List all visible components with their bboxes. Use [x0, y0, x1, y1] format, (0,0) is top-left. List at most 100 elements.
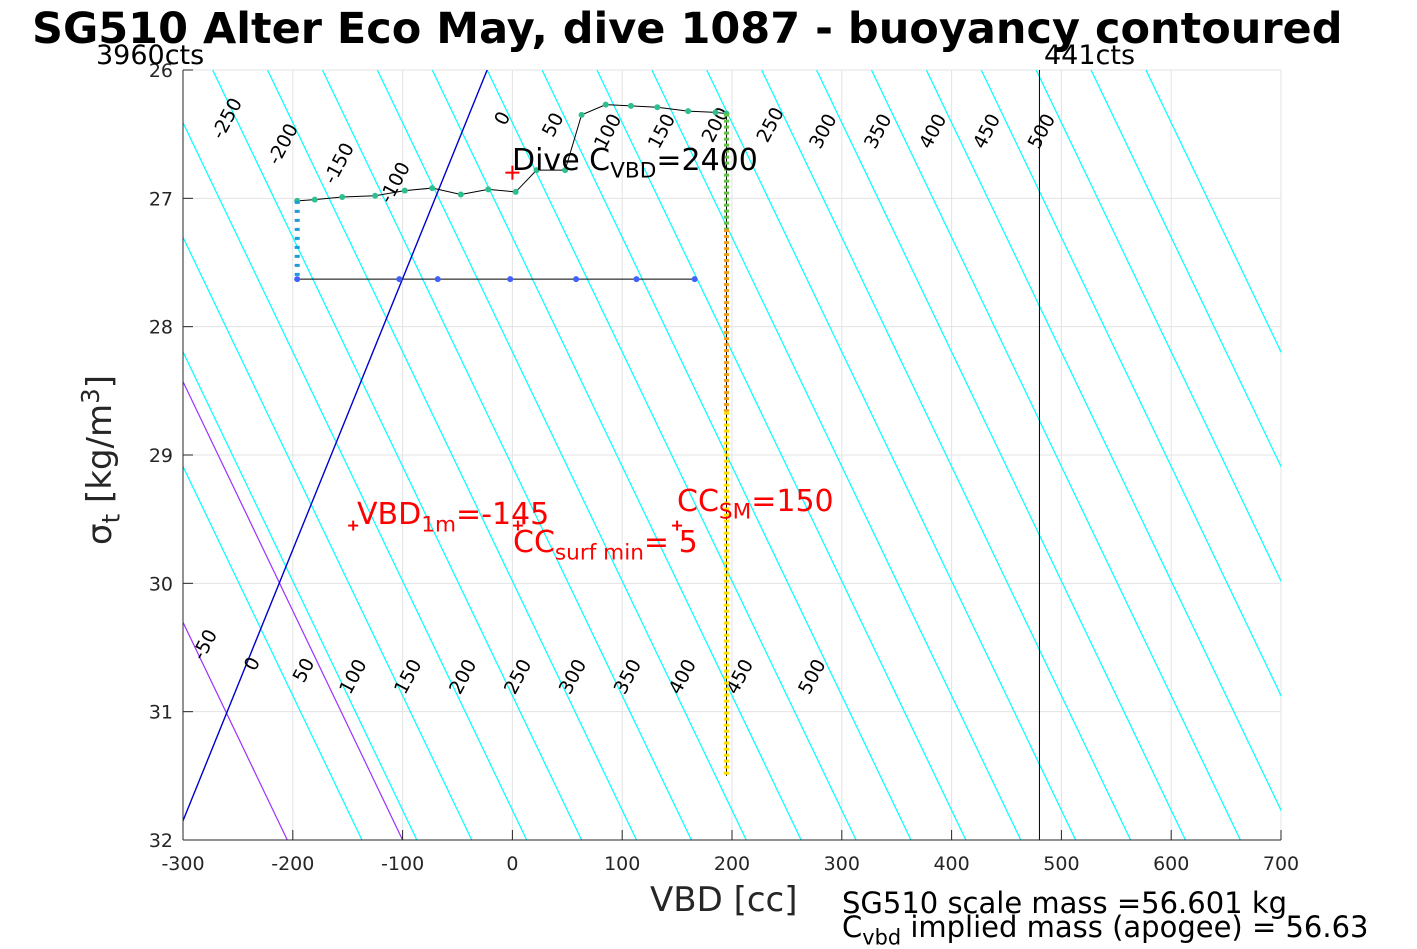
contour-line [183, 350, 418, 840]
x-tick-label: 600 [1153, 853, 1189, 875]
contour-label: -100 [375, 158, 415, 206]
contour-line [431, 70, 802, 840]
x-tick-label: 700 [1263, 853, 1299, 875]
bottom-point [633, 276, 640, 283]
contour-line [1145, 70, 1281, 354]
bottom-point [507, 276, 514, 283]
y-tick-label: 28 [149, 317, 173, 339]
counts-right-label: 441cts [1044, 40, 1136, 71]
descent-profile-line [297, 104, 727, 202]
x-axis-label: VBD [cc] [650, 880, 798, 920]
descent-point [339, 194, 346, 201]
x-tick-label: -200 [271, 853, 314, 875]
contour-label: -200 [263, 120, 303, 168]
x-tick-label: 0 [506, 853, 518, 875]
descent-point [685, 108, 692, 115]
contour-label: 500 [1024, 110, 1060, 152]
descent-point [512, 188, 519, 195]
descent-point [562, 167, 569, 174]
chart-axes: -300 -200 -100 0 100 200 300 400 500 600 700262728… [149, 60, 1299, 875]
y-tick-label: 26 [149, 60, 173, 82]
descent-point [457, 191, 464, 198]
bottom-point [691, 276, 698, 283]
descent-point [627, 102, 634, 109]
descent-point [602, 101, 609, 108]
chart-title: SG510 Alter Eco May, dive 1087 - buoyanc… [32, 4, 1343, 54]
magenta-line [183, 380, 404, 840]
contour-label: -150 [319, 139, 359, 187]
x-tick-label: 500 [1043, 853, 1079, 875]
y-tick-label: 32 [149, 830, 173, 852]
x-tick-label: 300 [824, 853, 860, 875]
contour-line [870, 70, 1241, 840]
contour-label: 300 [805, 110, 841, 152]
y-tick-label: 30 [149, 573, 173, 595]
contour-line [321, 70, 692, 840]
contour-labels: -250 -200 -150 -100 0 50 100 150 200 250 300 350 400… [188, 94, 1060, 698]
contour-label: 300 [555, 656, 591, 698]
descent-point [372, 192, 379, 199]
vbd-1m-annotation: VBD1m=-145 [357, 497, 550, 538]
cc-surf-min-annotation: CCsurf min= 5 [513, 525, 698, 566]
x-tick-label: 200 [714, 853, 750, 875]
descent-point [401, 187, 408, 194]
descent-point [311, 196, 318, 203]
contour-line [212, 70, 583, 840]
y-axis-label: σt [kg/m3] [75, 375, 126, 545]
x-tick-label: -300 [161, 853, 204, 875]
descent-point [578, 111, 585, 118]
contour-line [1035, 70, 1281, 583]
contour-label: 150 [390, 656, 426, 698]
counts-left-label: 3960cts [96, 40, 205, 71]
contour-line [376, 70, 747, 840]
dive-cvbd-label: Dive CVBD=2400 [512, 143, 758, 184]
contour-label: -250 [207, 94, 247, 142]
descent-point [429, 185, 436, 192]
dive-profile [294, 101, 730, 776]
descent-point [533, 167, 540, 174]
contour-label: -50 [188, 626, 222, 664]
contour-label: 0 [490, 108, 515, 129]
y-tick-label: 31 [149, 702, 173, 724]
contour-line [761, 70, 1132, 840]
contour-label: 50 [538, 109, 569, 141]
cc-sm-annotation: CCSM=150 [677, 484, 834, 525]
contour-line [1090, 70, 1281, 468]
y-tick-label: 27 [149, 188, 173, 210]
contour-label: 250 [500, 656, 536, 698]
x-tick-label: 400 [933, 853, 969, 875]
bottom-point [396, 276, 403, 283]
contour-line [183, 235, 473, 840]
descent-point [485, 186, 492, 193]
contour-label: 350 [860, 110, 896, 152]
bottom-point [294, 276, 301, 283]
y-tick-label: 29 [149, 445, 173, 467]
contour-label: 350 [610, 656, 646, 698]
bottom-point [434, 276, 441, 283]
contour-label: 200 [445, 656, 481, 698]
contour-line [980, 70, 1281, 698]
contour-label: 250 [752, 104, 788, 146]
x-tick-label: 100 [604, 853, 640, 875]
descent-point [712, 109, 719, 116]
scale-mass-label: SG510 scale mass =56.601 kg [842, 886, 1288, 920]
descent-point [654, 104, 661, 111]
contour-label: 100 [335, 656, 371, 698]
zero-buoyancy-line [183, 70, 488, 822]
contour-line [651, 70, 1022, 840]
contour-line [706, 70, 1077, 840]
contour-line [925, 70, 1281, 812]
contour-label: 400 [665, 656, 701, 698]
implied-mass-label: Cvbd implied mass (apogee) = 56.63 [842, 910, 1369, 949]
contour-line [816, 70, 1187, 840]
contour-line [183, 465, 363, 840]
x-tick-label: -100 [381, 853, 424, 875]
contour-line [596, 70, 967, 840]
contour-label: 400 [915, 110, 951, 152]
bottom-point [573, 276, 580, 283]
contour-line [486, 70, 857, 840]
contour-line [183, 121, 528, 840]
magenta-line [183, 620, 288, 840]
contour-label: 450 [969, 110, 1005, 152]
